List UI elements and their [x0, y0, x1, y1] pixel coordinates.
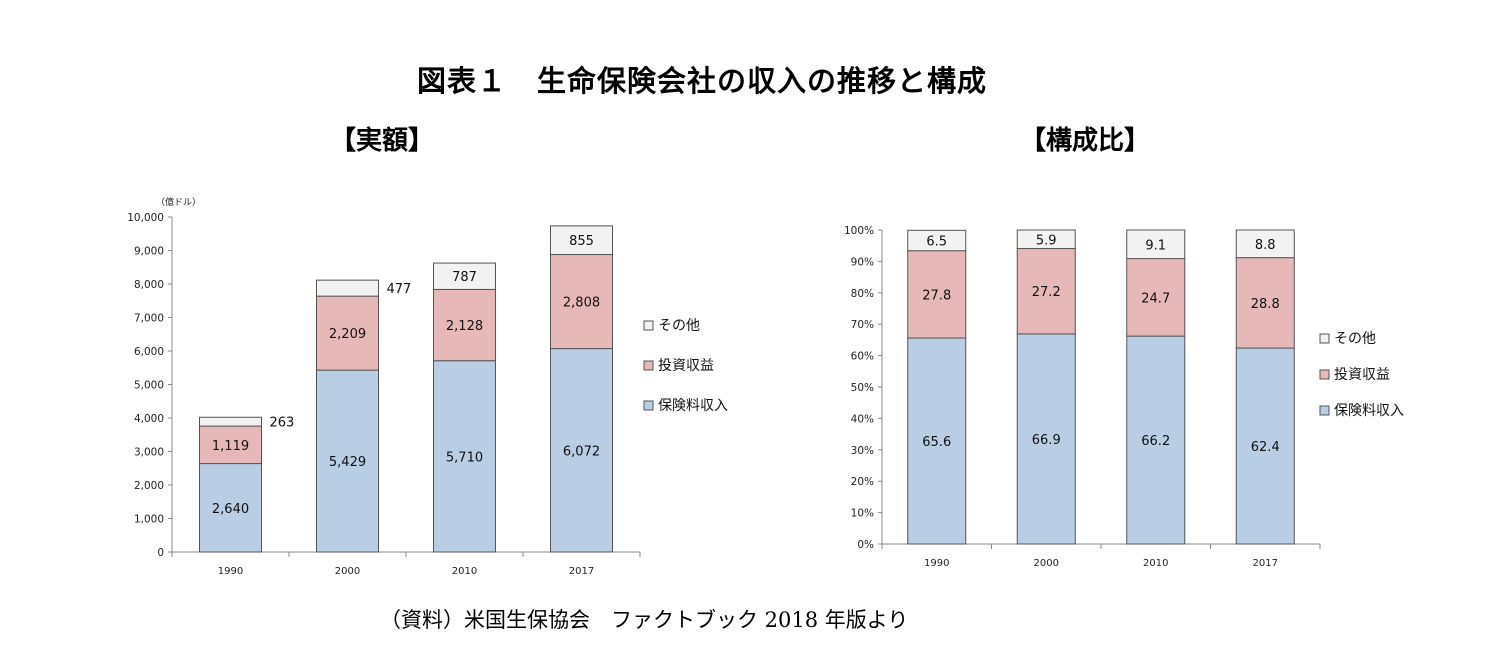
data-label: 2,209	[329, 327, 366, 342]
y-tick-label: 20%	[851, 476, 874, 488]
y-tick-label: 1,000	[134, 514, 164, 526]
data-label: 2,808	[563, 296, 600, 311]
y-tick-label: 3,000	[134, 447, 164, 459]
data-label: 6,072	[563, 444, 600, 459]
composition-stacked-bar-chart: 0% 10% 20% 30% 40% 50% 60% 70% 80% 90% 100% 1990 200…	[844, 225, 1404, 569]
legend-label: 投資収益	[1334, 367, 1390, 383]
source-note: （資料）米国生保協会 ファクトブック 2018 年版より	[380, 608, 909, 632]
investment-segment	[316, 295, 379, 371]
legend-swatch	[643, 360, 654, 371]
investment-segment	[199, 425, 262, 465]
x-tick-label: 2000	[335, 566, 360, 577]
investment-segment	[550, 254, 613, 350]
legend-swatch	[643, 400, 654, 411]
data-label: 24.7	[1141, 291, 1170, 306]
data-label: 28.8	[1251, 297, 1280, 312]
x-tick-label: 2017	[569, 566, 594, 577]
investment-segment	[1016, 248, 1076, 335]
y-tick-label: 0	[157, 547, 164, 559]
legend-label: その他	[658, 318, 700, 334]
legend-label: その他	[1334, 331, 1376, 347]
y-tick-label: 8,000	[134, 279, 164, 291]
other-segment	[550, 225, 613, 256]
data-label: 2,640	[212, 502, 249, 517]
data-label: 855	[569, 234, 594, 249]
y-tick-label: 5,000	[134, 380, 164, 392]
premium-segment	[1126, 335, 1186, 545]
data-label: 5.9	[1036, 233, 1057, 248]
premium-segment	[1235, 347, 1295, 545]
investment-segment	[907, 250, 967, 339]
other-segment	[1016, 229, 1076, 250]
data-label: 2,128	[446, 319, 483, 334]
premium-segment	[316, 369, 379, 553]
data-label: 477	[387, 282, 412, 297]
chart-title-composition: 【構成比】	[1020, 126, 1151, 156]
premium-segment	[199, 463, 262, 553]
y-tick-label: 30%	[851, 445, 874, 457]
y-tick-label: 9,000	[134, 246, 164, 258]
data-label: 66.2	[1141, 434, 1170, 449]
data-label: 263	[270, 416, 295, 431]
y-tick-label: 10,000	[127, 212, 164, 224]
data-label: 27.2	[1032, 285, 1061, 300]
data-label: 66.9	[1032, 433, 1061, 448]
x-tick-label: 1990	[924, 558, 949, 569]
other-segment	[1126, 229, 1186, 260]
x-tick-label: 1990	[218, 566, 243, 577]
data-label: 8.8	[1255, 238, 1276, 253]
legend-swatch	[1319, 369, 1330, 380]
data-label: 1,119	[212, 439, 249, 454]
investment-segment	[1126, 258, 1186, 337]
page-title: 図表１ 生命保険会社の収入の推移と構成	[416, 64, 987, 98]
x-tick-label: 2010	[1143, 558, 1168, 569]
x-tick-label: 2010	[452, 566, 477, 577]
other-segment	[1235, 229, 1295, 259]
x-tick-label: 2017	[1253, 558, 1278, 569]
y-tick-label: 0%	[857, 539, 874, 551]
data-label: 787	[452, 270, 477, 285]
data-label: 6.5	[926, 235, 947, 250]
other-segment	[907, 229, 967, 252]
legend-swatch	[1319, 333, 1330, 344]
data-label: 5,710	[446, 450, 483, 465]
y-tick-label: 70%	[851, 319, 874, 331]
legend-label: 投資収益	[658, 358, 714, 374]
y-tick-label: 80%	[851, 288, 874, 300]
legend-label: 保険料収入	[658, 398, 728, 414]
data-label: 62.4	[1251, 440, 1280, 455]
other-segment	[316, 279, 379, 297]
y-tick-label: 4,000	[134, 413, 164, 425]
data-label: 27.8	[922, 288, 951, 303]
y-tick-label: 40%	[851, 413, 874, 425]
other-segment	[433, 262, 496, 290]
premium-segment	[550, 348, 613, 553]
data-label: 5,429	[329, 455, 366, 470]
legend-swatch	[643, 320, 654, 331]
y-tick-label: 2,000	[134, 480, 164, 492]
premium-segment	[907, 337, 967, 545]
legend-swatch	[1319, 405, 1330, 416]
y-tick-label: 6,000	[134, 346, 164, 358]
chart-title-amount: 【実額】	[330, 126, 435, 156]
y-tick-label: 50%	[851, 382, 874, 394]
investment-segment	[433, 288, 496, 362]
amount-stacked-bar-chart: 0 1,000 2,000 3,000 4,000 5,000 6,000 7,000 8,00…	[127, 196, 728, 577]
other-segment	[199, 416, 262, 427]
y-tick-label: 100%	[844, 225, 874, 237]
unit-label: （億ドル）	[156, 196, 201, 208]
legend-label: 保険料収入	[1334, 403, 1404, 419]
x-tick-label: 2000	[1034, 558, 1059, 569]
y-tick-label: 90%	[851, 256, 874, 268]
data-label: 9.1	[1145, 238, 1166, 253]
y-tick-label: 7,000	[134, 313, 164, 325]
y-tick-label: 10%	[851, 508, 874, 520]
y-tick-label: 60%	[851, 351, 874, 363]
premium-segment	[433, 360, 496, 553]
data-label: 65.6	[922, 435, 951, 450]
